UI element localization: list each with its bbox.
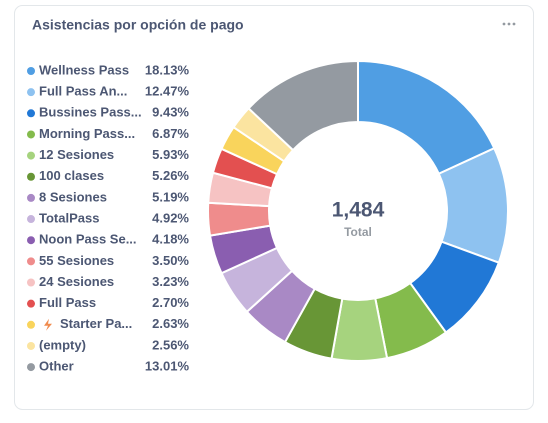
total-value: 1,484	[332, 199, 385, 222]
legend-dot	[27, 109, 35, 118]
legend-value: 2.70%	[152, 295, 189, 310]
legend-label: Other	[39, 359, 74, 374]
legend-value: 5.93%	[152, 147, 189, 162]
legend-label: 8 Sesiones	[39, 189, 107, 204]
legend-dot	[27, 320, 35, 329]
legend-label: 55 Sesiones	[39, 253, 114, 268]
legend-label: (empty)	[39, 337, 86, 352]
legend-value: 4.92%	[152, 210, 189, 225]
legend-label: Wellness Pass	[39, 62, 129, 77]
legend-value: 3.50%	[152, 253, 189, 268]
legend-label: Morning Pass...	[39, 126, 135, 141]
legend-value: 6.87%	[152, 126, 189, 141]
legend-dot	[27, 130, 35, 139]
legend-value: 5.19%	[152, 189, 189, 204]
legend-label: Full Pass An...	[39, 84, 127, 99]
legend-label: Bussines Pass...	[39, 105, 142, 120]
legend-dot	[27, 215, 35, 224]
legend-value: 12.47%	[145, 84, 190, 99]
legend-icon	[44, 318, 52, 331]
donut-slice	[247, 59, 359, 152]
legend-dot	[27, 257, 35, 266]
legend-value: 13.01%	[145, 359, 190, 374]
legend-value: 4.18%	[152, 232, 189, 247]
legend-dot	[27, 172, 35, 181]
legend-label: 12 Sesiones	[39, 147, 114, 162]
legend-dot	[27, 278, 35, 287]
legend-dot	[27, 67, 35, 75]
legend-label: Starter Pa...	[60, 316, 132, 331]
legend-dot	[27, 88, 35, 97]
legend-value: 3.23%	[152, 274, 189, 289]
legend-value: 9.43%	[152, 105, 189, 120]
legend-dot	[27, 341, 35, 350]
menu-button[interactable]	[502, 22, 516, 26]
legend-dot	[27, 299, 35, 308]
legend-value: 5.26%	[152, 168, 189, 183]
legend-dot	[27, 236, 35, 245]
legend-value: 18.13%	[145, 62, 190, 77]
legend-dot	[27, 193, 35, 202]
legend-label: TotalPass	[39, 210, 99, 225]
legend-label: 100 clases	[39, 168, 104, 183]
legend-label: Noon Pass Se...	[39, 232, 137, 247]
legend-dot	[27, 363, 35, 372]
legend-label: 24 Sesiones	[39, 274, 114, 289]
legend-value: 2.56%	[152, 337, 189, 352]
total-label: Total	[344, 225, 372, 239]
chart-title: Asistencias por opción de pago	[32, 17, 244, 33]
legend-label: Full Pass	[39, 295, 96, 310]
legend-value: 2.63%	[152, 316, 189, 331]
legend-dot	[27, 151, 35, 160]
